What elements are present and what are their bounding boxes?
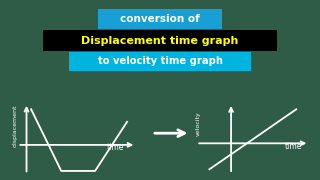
FancyBboxPatch shape	[69, 52, 251, 71]
Text: time: time	[285, 142, 302, 151]
Text: conversion of: conversion of	[120, 14, 200, 24]
Text: displacement: displacement	[13, 105, 18, 147]
Text: to velocity time graph: to velocity time graph	[98, 56, 222, 66]
Text: time: time	[107, 143, 124, 152]
FancyBboxPatch shape	[43, 30, 277, 51]
Text: velocity: velocity	[196, 111, 201, 136]
Text: Displacement time graph: Displacement time graph	[81, 35, 239, 46]
FancyBboxPatch shape	[98, 9, 222, 29]
